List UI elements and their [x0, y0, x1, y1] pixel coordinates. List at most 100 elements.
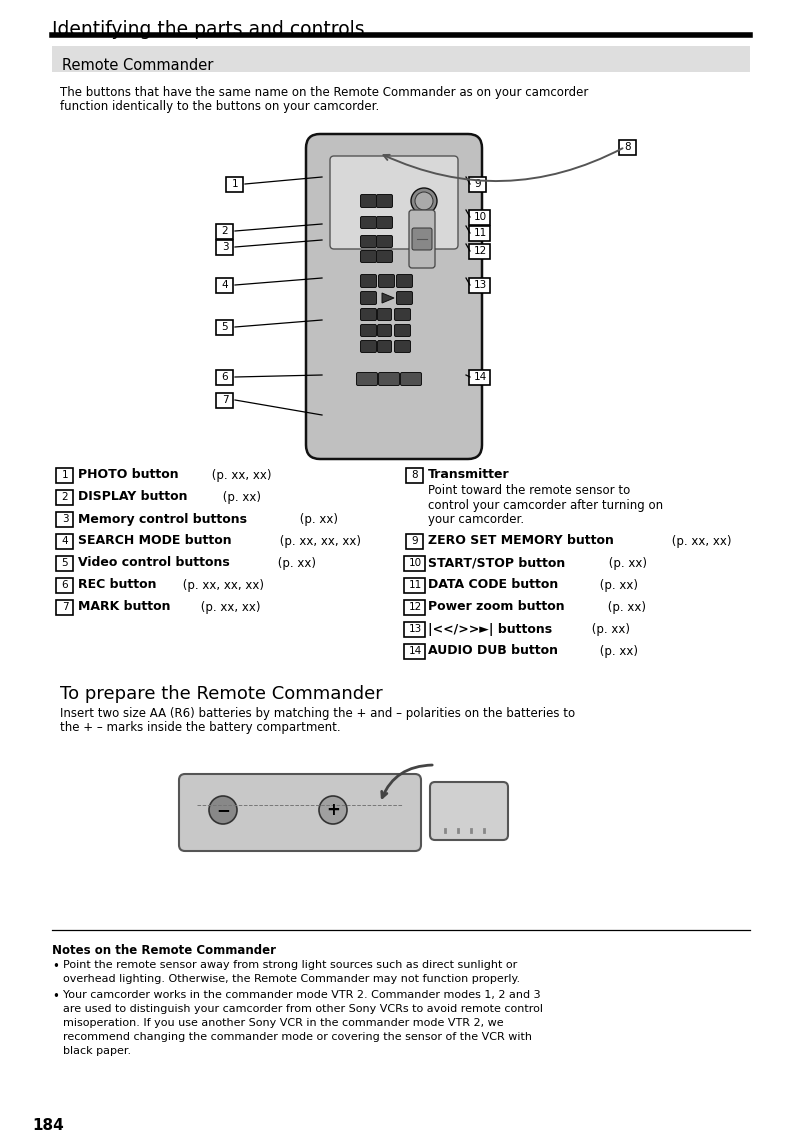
Text: 4: 4: [221, 280, 229, 290]
FancyBboxPatch shape: [409, 210, 435, 268]
Text: 12: 12: [408, 602, 422, 612]
Text: Video control buttons: Video control buttons: [78, 557, 230, 570]
Text: REC button: REC button: [78, 579, 157, 591]
Text: 12: 12: [474, 246, 487, 256]
Text: (p. xx, xx, xx): (p. xx, xx, xx): [277, 534, 361, 548]
Text: 11: 11: [408, 580, 422, 590]
Text: (p. xx): (p. xx): [596, 579, 638, 591]
FancyBboxPatch shape: [330, 156, 458, 249]
Text: black paper.: black paper.: [63, 1046, 131, 1055]
Text: 2: 2: [61, 492, 69, 502]
FancyBboxPatch shape: [57, 511, 73, 526]
Text: 5: 5: [61, 558, 69, 568]
Text: 2: 2: [221, 226, 229, 236]
FancyBboxPatch shape: [217, 392, 233, 408]
Text: •: •: [52, 990, 59, 1003]
FancyBboxPatch shape: [217, 277, 233, 292]
Text: 1: 1: [61, 470, 69, 480]
Text: misoperation. If you use another Sony VCR in the commander mode VTR 2, we: misoperation. If you use another Sony VC…: [63, 1018, 504, 1028]
FancyBboxPatch shape: [57, 489, 73, 504]
Text: function identically to the buttons on your camcorder.: function identically to the buttons on y…: [60, 100, 379, 113]
FancyBboxPatch shape: [217, 369, 233, 385]
FancyBboxPatch shape: [404, 599, 426, 614]
Text: 1: 1: [232, 179, 238, 189]
FancyBboxPatch shape: [360, 217, 377, 228]
FancyBboxPatch shape: [378, 275, 395, 288]
FancyBboxPatch shape: [377, 340, 392, 353]
Circle shape: [411, 188, 437, 214]
Text: −: −: [216, 801, 230, 819]
FancyBboxPatch shape: [395, 340, 411, 353]
Text: Point toward the remote sensor to: Point toward the remote sensor to: [428, 485, 630, 497]
Text: Notes on the Remote Commander: Notes on the Remote Commander: [52, 944, 276, 957]
FancyBboxPatch shape: [404, 556, 426, 571]
FancyBboxPatch shape: [377, 308, 392, 321]
Text: 6: 6: [221, 372, 229, 382]
Text: are used to distinguish your camcorder from other Sony VCRs to avoid remote cont: are used to distinguish your camcorder f…: [63, 1004, 543, 1014]
FancyBboxPatch shape: [377, 235, 392, 248]
Text: (p. xx): (p. xx): [273, 557, 316, 570]
Text: (p. xx, xx): (p. xx, xx): [668, 534, 731, 548]
FancyBboxPatch shape: [57, 578, 73, 592]
Text: your camcorder.: your camcorder.: [428, 512, 524, 526]
FancyBboxPatch shape: [404, 644, 426, 659]
FancyBboxPatch shape: [470, 210, 490, 225]
Text: Remote Commander: Remote Commander: [62, 58, 214, 73]
Text: 5: 5: [221, 322, 229, 332]
Text: overhead lighting. Otherwise, the Remote Commander may not function properly.: overhead lighting. Otherwise, the Remote…: [63, 974, 520, 984]
Text: (p. xx, xx, xx): (p. xx, xx, xx): [180, 579, 264, 591]
FancyBboxPatch shape: [306, 134, 482, 460]
Text: 13: 13: [474, 280, 487, 290]
Text: the + – marks inside the battery compartment.: the + – marks inside the battery compart…: [60, 721, 340, 733]
Text: Insert two size AA (R6) batteries by matching the + and – polarities on the batt: Insert two size AA (R6) batteries by mat…: [60, 707, 575, 720]
FancyBboxPatch shape: [412, 228, 432, 250]
FancyBboxPatch shape: [619, 140, 637, 155]
Text: DISPLAY button: DISPLAY button: [78, 490, 188, 503]
Text: (p. xx): (p. xx): [588, 622, 630, 636]
Text: 8: 8: [625, 142, 631, 152]
Text: 3: 3: [61, 515, 69, 524]
Text: Memory control buttons: Memory control buttons: [78, 512, 247, 526]
FancyBboxPatch shape: [395, 324, 411, 337]
Text: 14: 14: [408, 646, 422, 656]
FancyBboxPatch shape: [404, 621, 426, 636]
FancyBboxPatch shape: [360, 195, 377, 207]
FancyBboxPatch shape: [470, 243, 490, 259]
FancyBboxPatch shape: [400, 372, 422, 385]
FancyBboxPatch shape: [57, 534, 73, 549]
FancyBboxPatch shape: [360, 308, 377, 321]
Bar: [52, 46, 750, 72]
Text: 8: 8: [411, 470, 418, 480]
FancyBboxPatch shape: [360, 291, 377, 305]
Text: 4: 4: [61, 536, 69, 545]
FancyBboxPatch shape: [470, 226, 490, 241]
Polygon shape: [382, 293, 394, 303]
FancyBboxPatch shape: [396, 291, 412, 305]
FancyBboxPatch shape: [396, 275, 412, 288]
FancyBboxPatch shape: [360, 340, 377, 353]
Text: 11: 11: [474, 228, 487, 238]
Text: •: •: [52, 960, 59, 973]
Text: (p. xx): (p. xx): [605, 557, 647, 570]
Text: DATA CODE button: DATA CODE button: [428, 579, 558, 591]
Text: Point the remote sensor away from strong light sources such as direct sunlight o: Point the remote sensor away from strong…: [63, 960, 517, 970]
Text: 9: 9: [474, 179, 481, 189]
FancyBboxPatch shape: [217, 320, 233, 335]
Text: (p. xx, xx): (p. xx, xx): [197, 601, 261, 613]
FancyBboxPatch shape: [179, 774, 421, 851]
Text: 184: 184: [32, 1118, 64, 1133]
FancyBboxPatch shape: [404, 578, 426, 592]
Text: (p. xx): (p. xx): [219, 490, 262, 503]
Text: 7: 7: [221, 395, 229, 405]
Text: Transmitter: Transmitter: [428, 469, 510, 481]
FancyBboxPatch shape: [470, 277, 490, 292]
Text: The buttons that have the same name on the Remote Commander as on your camcorder: The buttons that have the same name on t…: [60, 86, 589, 99]
Text: AUDIO DUB button: AUDIO DUB button: [428, 644, 558, 658]
Text: 9: 9: [411, 536, 418, 545]
Text: 7: 7: [61, 602, 69, 612]
Text: Power zoom button: Power zoom button: [428, 601, 565, 613]
FancyBboxPatch shape: [57, 599, 73, 614]
Text: 6: 6: [61, 580, 69, 590]
Text: +: +: [326, 801, 340, 819]
FancyBboxPatch shape: [57, 556, 73, 571]
